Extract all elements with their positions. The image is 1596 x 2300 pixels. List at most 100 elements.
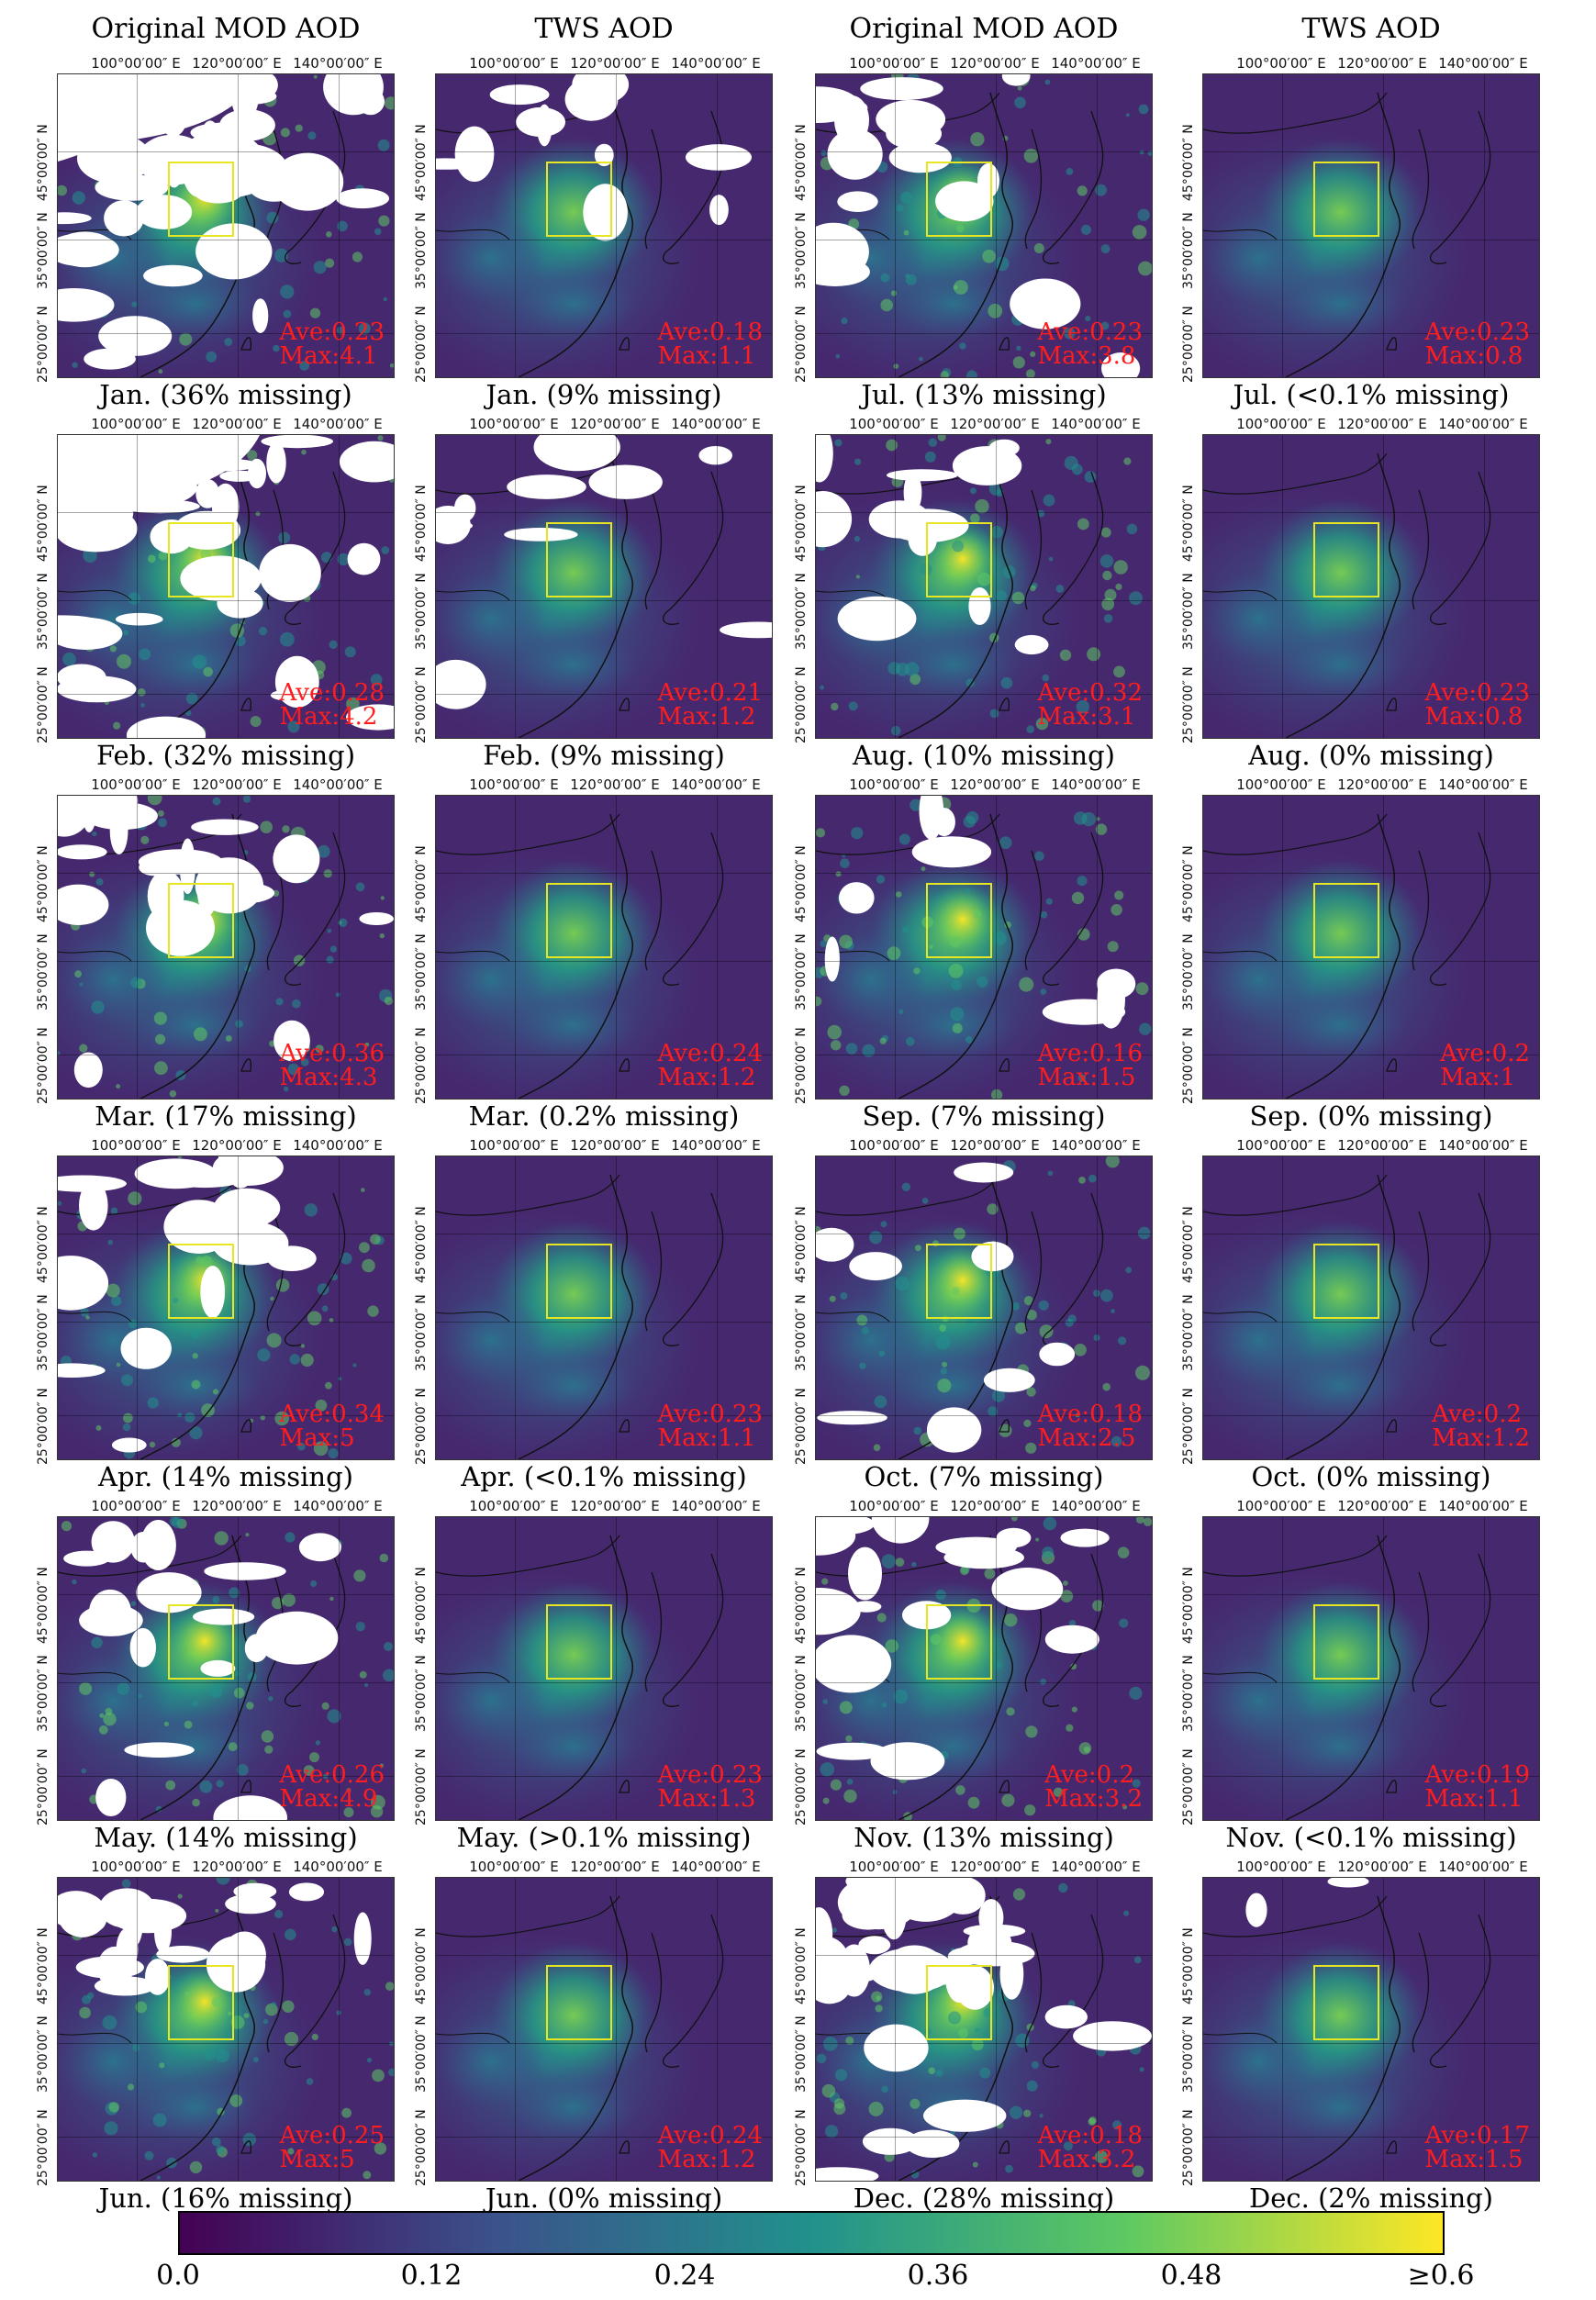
- map-panel: 100°00′00″ E 120°00′00″ E 140°00′00″ E 45°0…: [33, 1859, 419, 2218]
- latitude-gridline: [58, 333, 394, 334]
- aod-statistics: Ave:0.17 Max:1.5: [1425, 2124, 1530, 2172]
- longitude-label: 100°00′00″ E: [1236, 776, 1326, 793]
- average-aod-label: Ave:0.23: [1424, 679, 1530, 707]
- longitude-gridline: [339, 1517, 340, 1820]
- colorbar-tick: ≥0.6: [1407, 2260, 1475, 2292]
- latitude-label: 25°00′00″ N: [414, 1748, 429, 1825]
- longitude-label: 100°00′00″ E: [849, 416, 939, 432]
- aod-map-image: Ave:0.34 Max:5: [57, 1156, 395, 1460]
- map-panel: 100°00′00″ E 120°00′00″ E 140°00′00″ E 45°0…: [1178, 55, 1564, 415]
- study-region-box: [1313, 883, 1379, 958]
- longitude-gridline: [895, 796, 896, 1099]
- latitude-label: 45°00′00″ N: [1181, 485, 1196, 562]
- aod-statistics: Ave:0.24 Max:1.2: [658, 2124, 763, 2172]
- map-panel: 100°00′00″ E 120°00′00″ E 140°00′00″ E 45°0…: [791, 1137, 1177, 1497]
- latitude-gridline: [436, 1594, 772, 1595]
- longitude-label: 100°00′00″ E: [1236, 416, 1326, 432]
- panel-caption: Aug. (0% missing): [1248, 740, 1494, 771]
- longitude-label: 140°00′00″ E: [1438, 1498, 1528, 1514]
- latitude-gridline: [1203, 1682, 1539, 1683]
- longitude-label: 100°00′00″ E: [469, 1498, 559, 1514]
- column-title: Original MOD AOD: [91, 13, 361, 45]
- longitude-labels: 100°00′00″ E 120°00′00″ E 140°00′00″ E: [411, 416, 797, 434]
- latitude-label: 45°00′00″ N: [414, 845, 429, 922]
- longitude-gridline: [339, 1156, 340, 1459]
- latitude-label: 25°00′00″ N: [36, 666, 50, 743]
- longitude-label: 120°00′00″ E: [950, 776, 1040, 793]
- longitude-gridline: [616, 1156, 617, 1459]
- longitude-label: 120°00′00″ E: [950, 416, 1040, 432]
- longitude-label: 140°00′00″ E: [293, 55, 383, 72]
- longitude-label: 120°00′00″ E: [1337, 776, 1427, 793]
- longitude-label: 100°00′00″ E: [469, 776, 559, 793]
- average-aod-label: Ave:0.2: [1432, 1401, 1522, 1428]
- max-aod-label: Max:4.9: [279, 1785, 378, 1813]
- aod-statistics: Ave:0.18 Max:1.1: [658, 320, 763, 368]
- latitude-gridline: [58, 961, 394, 962]
- latitude-gridline: [58, 2043, 394, 2044]
- max-aod-label: Max:4.3: [279, 1064, 378, 1091]
- colorbar-tick: 0.48: [1160, 2260, 1222, 2292]
- average-aod-label: Ave:0.23: [657, 1761, 763, 1789]
- longitude-gridline: [1484, 435, 1485, 738]
- average-aod-label: Ave:0.25: [279, 2122, 385, 2149]
- latitude-gridline: [58, 2137, 394, 2138]
- longitude-gridline: [717, 435, 718, 738]
- average-aod-label: Ave:0.26: [279, 1761, 385, 1789]
- longitude-gridline: [996, 435, 997, 738]
- latitude-label: 35°00′00″ N: [1181, 933, 1196, 1010]
- longitude-gridline: [1484, 1517, 1485, 1820]
- longitude-gridline: [1282, 1878, 1283, 2181]
- latitude-label: 45°00′00″ N: [1181, 845, 1196, 922]
- longitude-label: 120°00′00″ E: [1337, 1498, 1427, 1514]
- latitude-label: 45°00′00″ N: [414, 124, 429, 201]
- panel-caption: Sep. (7% missing): [862, 1100, 1106, 1132]
- latitude-label: 35°00′00″ N: [36, 212, 50, 289]
- longitude-gridline: [717, 1878, 718, 2181]
- longitude-gridline: [616, 74, 617, 377]
- map-panel: 100°00′00″ E 120°00′00″ E 140°00′00″ E 45°0…: [1178, 1498, 1564, 1858]
- latitude-gridline: [58, 1594, 394, 1595]
- longitude-label: 120°00′00″ E: [950, 1498, 1040, 1514]
- longitude-label: 140°00′00″ E: [1051, 416, 1141, 432]
- study-region-box: [168, 1965, 234, 2040]
- longitude-label: 120°00′00″ E: [570, 776, 660, 793]
- longitude-labels: 100°00′00″ E 120°00′00″ E 140°00′00″ E: [33, 416, 419, 434]
- max-aod-label: Max:3.8: [1037, 342, 1136, 370]
- longitude-labels: 100°00′00″ E 120°00′00″ E 140°00′00″ E: [791, 1498, 1177, 1516]
- latitude-gridline: [1203, 512, 1539, 513]
- longitude-label: 100°00′00″ E: [469, 416, 559, 432]
- longitude-labels: 100°00′00″ E 120°00′00″ E 140°00′00″ E: [791, 1137, 1177, 1156]
- max-aod-label: Max:3.2: [1037, 2146, 1136, 2173]
- aod-statistics: Ave:0.23 Max:4.1: [280, 320, 385, 368]
- latitude-gridline: [1203, 1415, 1539, 1416]
- latitude-gridline: [816, 1322, 1152, 1323]
- study-region-box: [546, 162, 612, 237]
- max-aod-label: Max:1.2: [657, 703, 756, 731]
- study-region-box: [546, 1244, 612, 1319]
- map-panel: 100°00′00″ E 120°00′00″ E 140°00′00″ E 45°0…: [33, 776, 419, 1136]
- longitude-label: 140°00′00″ E: [293, 1859, 383, 1875]
- longitude-gridline: [1282, 74, 1283, 377]
- longitude-labels: 100°00′00″ E 120°00′00″ E 140°00′00″ E: [411, 776, 797, 795]
- latitude-label: 25°00′00″ N: [36, 306, 50, 383]
- panel-caption: Apr. (<0.1% missing): [461, 1461, 747, 1492]
- latitude-label: 45°00′00″ N: [1181, 1206, 1196, 1283]
- latitude-label: 35°00′00″ N: [36, 1294, 50, 1371]
- latitude-label: 35°00′00″ N: [1181, 2015, 1196, 2093]
- aod-statistics: Ave:0.23 Max:1.1: [658, 1402, 763, 1450]
- latitude-label: 45°00′00″ N: [36, 485, 50, 562]
- longitude-gridline: [996, 74, 997, 377]
- longitude-label: 120°00′00″ E: [192, 55, 282, 72]
- latitude-label: 25°00′00″ N: [36, 2109, 50, 2186]
- average-aod-label: Ave:0.23: [279, 318, 385, 346]
- longitude-gridline: [996, 1878, 997, 2181]
- aod-statistics: Ave:0.23 Max:0.8: [1425, 320, 1530, 368]
- longitude-gridline: [1282, 1517, 1283, 1820]
- aod-statistics: Ave:0.24 Max:1.2: [658, 1042, 763, 1089]
- longitude-label: 100°00′00″ E: [1236, 1498, 1326, 1514]
- latitude-gridline: [1203, 600, 1539, 601]
- latitude-gridline: [436, 2137, 772, 2138]
- aod-map-image: Ave:0.24 Max:1.2: [435, 1877, 773, 2182]
- aod-map-image: Ave:0.2 Max:1.2: [1202, 1156, 1540, 1460]
